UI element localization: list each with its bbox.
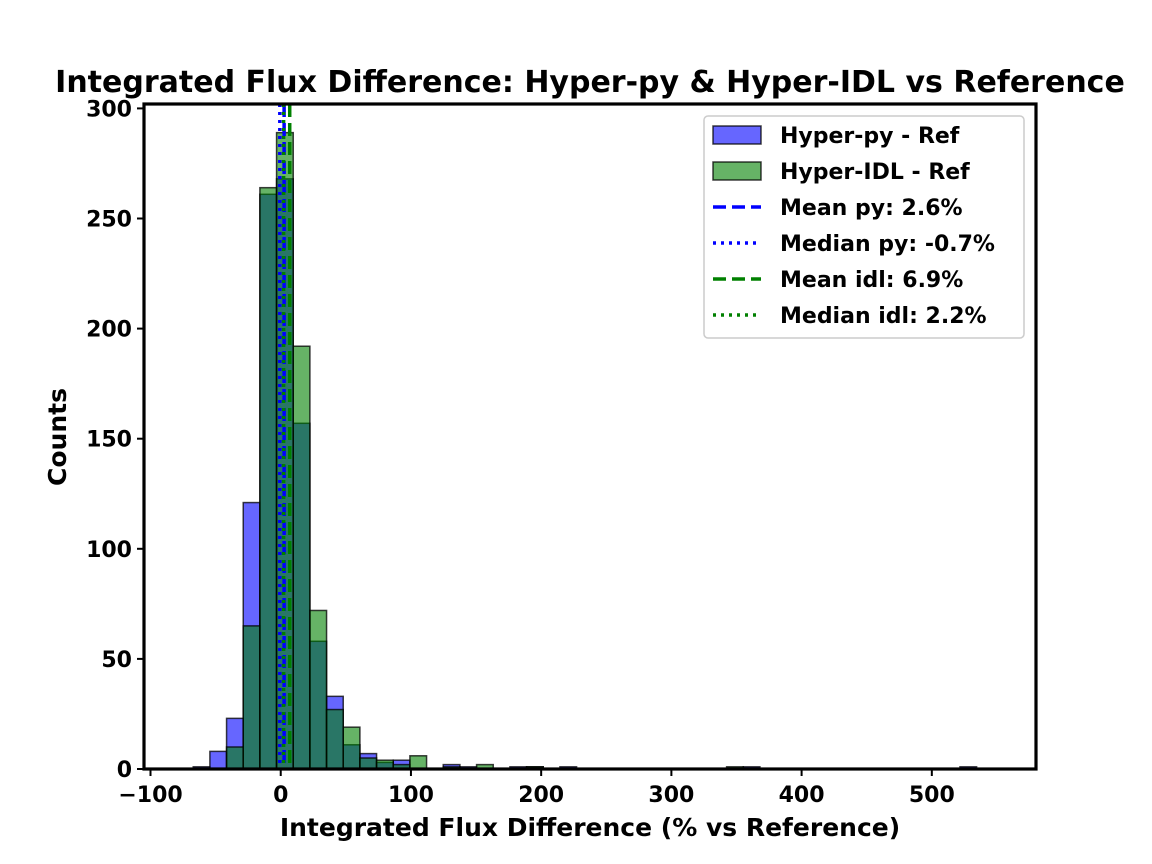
x-tick-label: 500	[909, 783, 955, 808]
series-hyper-idl-bars	[225, 131, 745, 770]
y-tick-label: 150	[86, 428, 132, 453]
legend-label-hyper-py-ref: Hyper-py - Ref	[780, 124, 960, 149]
x-tick-label: −100	[118, 783, 182, 808]
bar-hyper-idl-ref	[409, 755, 428, 770]
bar-hyper-idl-ref	[225, 746, 244, 770]
y-tick-label: 100	[86, 538, 132, 563]
chart-title: Integrated Flux Difference: Hyper-py & H…	[55, 65, 1125, 100]
x-tick-label: 300	[648, 783, 694, 808]
legend-label-median-idl-2-2: Median idl: 2.2%	[780, 304, 987, 329]
y-tick-label: 250	[86, 208, 132, 233]
legend-label-median-py-0-7: Median py: -0.7%	[780, 232, 995, 257]
x-tick-label: 400	[779, 783, 825, 808]
bar-hyper-idl-ref	[359, 757, 378, 770]
bar-hyper-idl-ref	[259, 186, 278, 770]
bar-hyper-py-ref	[209, 750, 228, 770]
bar-hyper-idl-ref	[309, 609, 328, 770]
x-tick-label: 200	[518, 783, 564, 808]
bar-hyper-idl-ref	[292, 345, 311, 770]
legend-box	[703, 115, 1025, 339]
legend-label-hyper-idl-ref: Hyper-IDL - Ref	[780, 160, 970, 185]
x-axis-label: Integrated Flux Difference (% vs Referen…	[280, 813, 900, 842]
legend-swatch-hyper-py-ref	[712, 125, 762, 145]
y-tick-label: 0	[117, 758, 132, 783]
legend-label-mean-idl-6-9: Mean idl: 6.9%	[780, 268, 963, 293]
y-axis: 0 50 100 150 200 250 300	[86, 97, 144, 783]
x-tick-label: 0	[273, 783, 288, 808]
legend: Hyper-py - Ref Hyper-IDL - Ref Mean py: 2.…	[703, 115, 1025, 339]
x-tick-label: 100	[388, 783, 434, 808]
plot-frame	[142, 102, 1038, 771]
y-tick-label: 200	[86, 318, 132, 343]
y-tick-label: 50	[101, 648, 132, 673]
stat-lines	[278, 104, 292, 769]
bar-hyper-idl-ref	[342, 726, 361, 770]
x-axis: −100 0 100 200 300 400 500	[118, 769, 955, 808]
bar-hyper-idl-ref	[325, 708, 344, 770]
legend-label-mean-py-2-6: Mean py: 2.6%	[780, 196, 963, 221]
legend-swatch-hyper-idl-ref	[712, 161, 762, 181]
bar-hyper-idl-ref	[242, 625, 261, 770]
y-tick-label: 300	[86, 97, 132, 122]
y-axis-label: Counts	[43, 388, 72, 486]
